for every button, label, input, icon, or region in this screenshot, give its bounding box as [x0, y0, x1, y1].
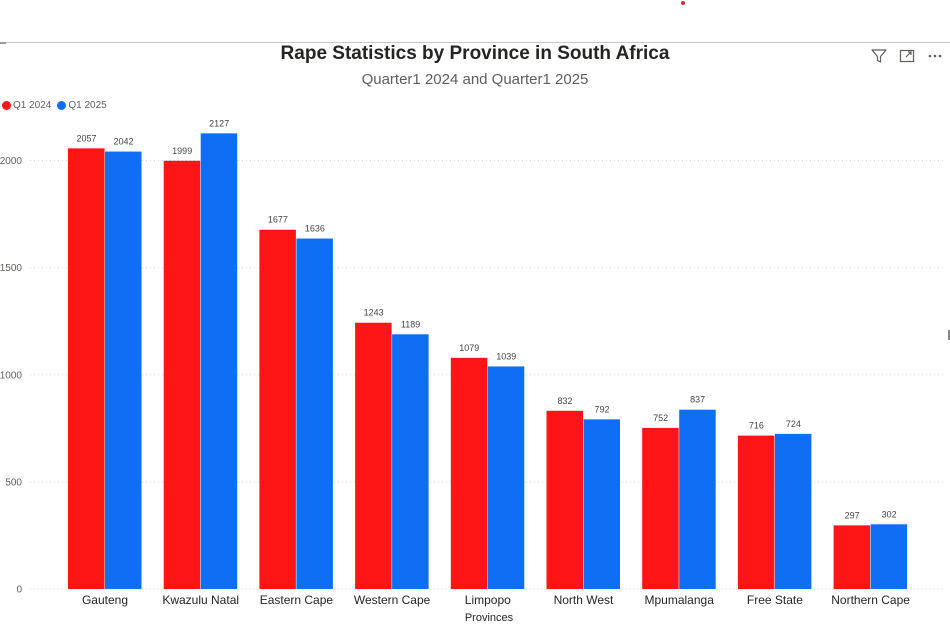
status-dot: [681, 1, 685, 5]
chart-visual: Rape Statistics by Province in South Afr…: [0, 43, 950, 627]
bar[interactable]: [355, 322, 392, 589]
bar[interactable]: [546, 410, 584, 589]
legend-label: Q1 2024: [13, 100, 52, 111]
bar[interactable]: [296, 238, 333, 589]
data-label: 716: [749, 421, 764, 431]
x-tick-label: North West: [554, 593, 614, 607]
data-label: 2042: [113, 137, 133, 147]
bar[interactable]: [774, 433, 812, 589]
x-tick-label: Northern Cape: [831, 593, 910, 607]
bar[interactable]: [870, 524, 908, 589]
y-tick-label: 1500: [0, 263, 22, 274]
bar[interactable]: [737, 435, 775, 589]
data-label: 1999: [172, 146, 192, 156]
data-label: 1039: [496, 351, 516, 361]
data-label: 1243: [364, 308, 384, 318]
bar[interactable]: [105, 151, 142, 589]
data-label: 1189: [401, 319, 420, 329]
chart-subtitle: Quarter1 2024 and Quarter1 2025: [361, 71, 589, 88]
filter-icon[interactable]: [870, 47, 888, 65]
data-label: 302: [882, 509, 897, 519]
data-label: 832: [557, 396, 572, 406]
legend-swatch: [2, 101, 11, 110]
legend-item[interactable]: Q1 2025: [57, 100, 107, 111]
data-label: 1079: [459, 343, 479, 353]
focus-mode-icon[interactable]: [898, 47, 916, 65]
data-label: 1636: [305, 224, 325, 234]
x-tick-label: Kwazulu Natal: [162, 593, 239, 607]
x-axis-title: Provinces: [465, 612, 514, 624]
bar[interactable]: [642, 427, 679, 589]
bar[interactable]: [833, 525, 871, 589]
x-tick-label: Mpumalanga: [645, 593, 715, 607]
chart-title: Rape Statistics by Province in South Afr…: [280, 43, 670, 64]
y-tick-label: 1000: [0, 370, 22, 381]
x-tick-label: Limpopo: [465, 593, 511, 607]
bar[interactable]: [68, 148, 105, 589]
legend-item[interactable]: Q1 2024: [2, 100, 51, 111]
data-label: 2127: [209, 118, 229, 128]
corner-mark: [0, 42, 6, 44]
data-label: 297: [845, 510, 860, 520]
x-tick-label: Free State: [747, 593, 803, 607]
y-tick-label: 0: [16, 585, 22, 596]
data-label: 792: [594, 404, 609, 414]
divider: [0, 42, 950, 43]
visual-header-icons: [870, 47, 944, 65]
bar[interactable]: [487, 366, 525, 589]
bar[interactable]: [450, 357, 488, 589]
legend-label: Q1 2025: [68, 100, 107, 111]
data-label: 752: [653, 413, 668, 423]
resize-handle[interactable]: [948, 330, 950, 340]
data-label: 724: [786, 419, 801, 429]
data-label: 2057: [76, 133, 96, 143]
bar[interactable]: [583, 419, 621, 589]
top-strip: [0, 0, 950, 42]
bar[interactable]: [679, 409, 716, 589]
x-tick-label: Eastern Cape: [260, 593, 334, 607]
chart-legend: Q1 2024 Q1 2025: [2, 100, 107, 111]
y-tick-label: 2000: [0, 156, 22, 167]
legend-swatch: [57, 101, 67, 110]
bar[interactable]: [392, 334, 429, 589]
chart-plot: 0 500 1000 1500 2000 2057 2042 Gauteng 1999 2127 K…: [0, 118, 945, 624]
more-options-icon[interactable]: [926, 47, 944, 65]
bar[interactable]: [163, 160, 201, 589]
y-tick-label: 500: [5, 477, 22, 488]
bar[interactable]: [200, 133, 238, 589]
x-tick-label: Western Cape: [354, 593, 431, 607]
x-tick-label: Gauteng: [82, 593, 128, 607]
bar[interactable]: [259, 229, 296, 589]
data-label: 837: [690, 395, 705, 405]
data-label: 1677: [268, 215, 288, 225]
